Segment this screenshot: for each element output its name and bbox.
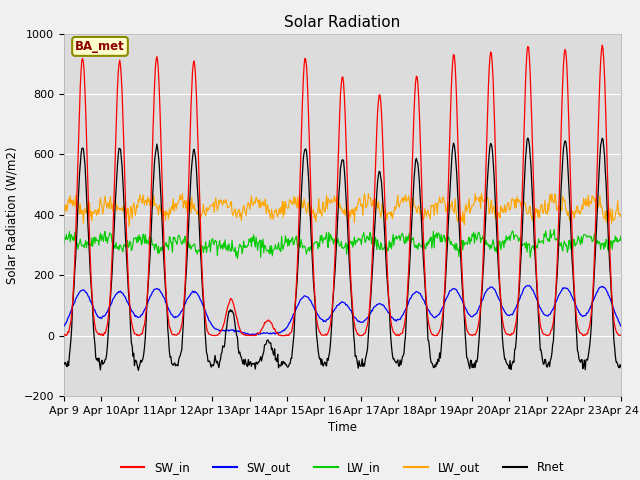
Title: Solar Radiation: Solar Radiation <box>284 15 401 30</box>
Text: BA_met: BA_met <box>75 40 125 53</box>
Legend: SW_in, SW_out, LW_in, LW_out, Rnet: SW_in, SW_out, LW_in, LW_out, Rnet <box>116 456 569 479</box>
X-axis label: Time: Time <box>328 421 357 434</box>
Y-axis label: Solar Radiation (W/m2): Solar Radiation (W/m2) <box>5 146 18 284</box>
